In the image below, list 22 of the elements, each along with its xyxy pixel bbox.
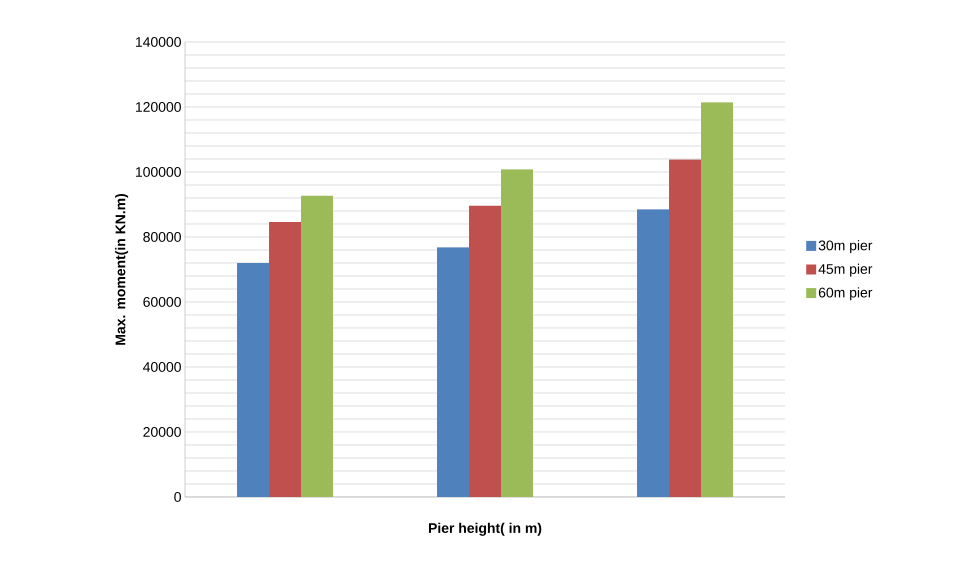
legend-label: 45m pier xyxy=(818,264,872,277)
bar xyxy=(701,102,734,497)
y-tick-label: 80000 xyxy=(143,232,181,242)
y-tick-label: 100000 xyxy=(136,167,181,177)
bar xyxy=(637,209,670,497)
bar xyxy=(237,262,270,497)
y-tick-label: 140000 xyxy=(136,37,181,47)
y-tick-label: 60000 xyxy=(143,297,181,307)
y-tick-label: 20000 xyxy=(143,427,181,437)
bar xyxy=(669,160,702,497)
y-tick-label: 120000 xyxy=(136,102,181,112)
bar xyxy=(301,196,334,497)
bar xyxy=(437,247,470,497)
legend-label: 30m pier xyxy=(818,240,872,254)
y-tick-label: 40000 xyxy=(143,362,181,372)
y-tick-label: 0 xyxy=(174,492,181,502)
bar xyxy=(469,206,502,497)
x-axis-title: Pier height( in m) xyxy=(428,522,542,536)
legend-label: 60m pier xyxy=(818,287,872,300)
y-axis-title: Max. moment(in KN.m) xyxy=(115,194,128,345)
bar xyxy=(269,222,302,497)
bar xyxy=(501,169,534,497)
